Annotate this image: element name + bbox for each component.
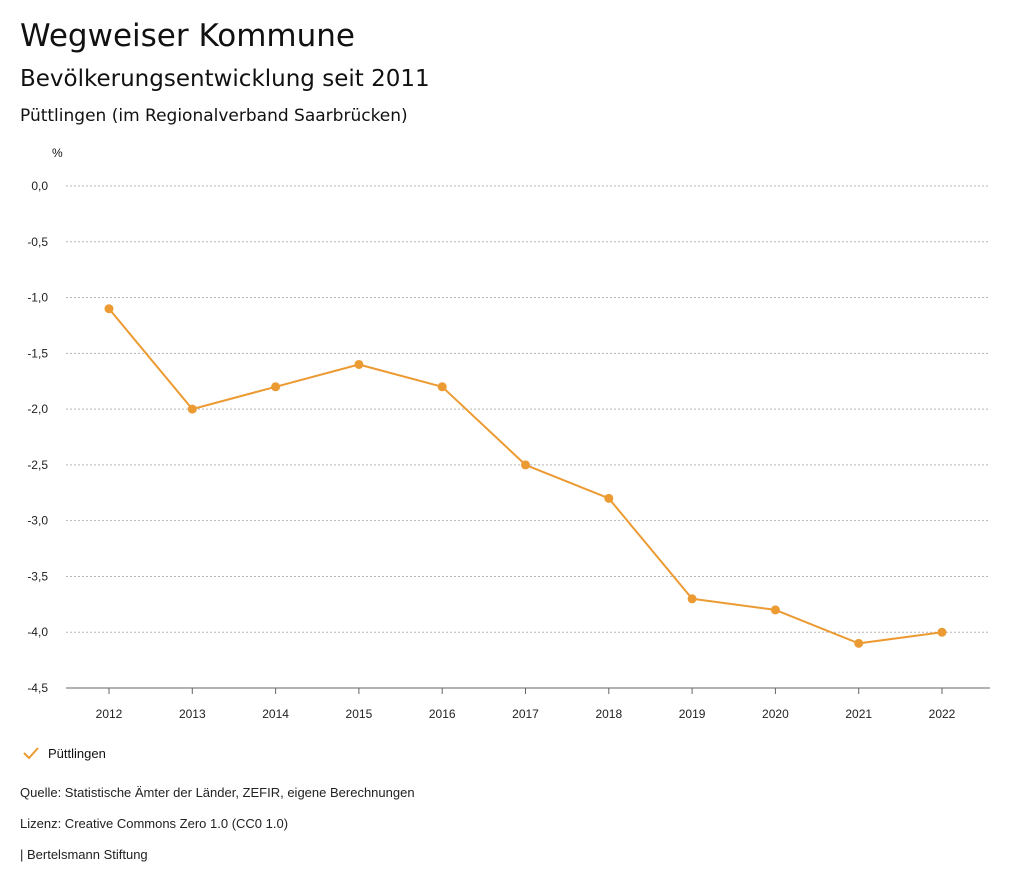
data-point <box>437 382 447 392</box>
data-point <box>354 359 364 369</box>
source-note: Quelle: Statistische Ämter der Länder, Z… <box>20 785 415 800</box>
checkmark-icon <box>23 747 39 760</box>
series-line <box>108 308 943 645</box>
x-tick-label: 2021 <box>845 707 872 721</box>
y-tick-label: -1,5 <box>27 346 48 360</box>
legend-label: Püttlingen <box>48 745 106 761</box>
y-tick-label: -0,5 <box>27 235 48 249</box>
data-point <box>687 594 697 604</box>
page-title: Wegweiser Kommune <box>20 18 355 54</box>
y-tick-label: -3,5 <box>27 569 48 583</box>
x-tick-label: 2012 <box>96 707 123 721</box>
x-tick-label: 2020 <box>762 707 789 721</box>
y-axis-ticks: 0,0 -0,5 -1,0 -1,5 -2,0 -2,5 -3,0 -3,5 -4,0 -4,5 <box>27 179 48 695</box>
y-tick-label: -3,0 <box>27 514 48 528</box>
y-tick-label: 0,0 <box>31 179 48 193</box>
data-point <box>104 304 114 314</box>
series-puettlingen <box>104 304 947 648</box>
data-point <box>271 382 281 392</box>
y-tick-label: -4,5 <box>27 681 48 695</box>
data-point <box>604 493 614 503</box>
x-tick-label: 2017 <box>512 707 539 721</box>
x-tick-label: 2016 <box>429 707 456 721</box>
x-tick-label: 2014 <box>262 707 289 721</box>
x-tick-label: 2013 <box>179 707 206 721</box>
data-point <box>187 404 197 414</box>
x-tick-label: 2018 <box>595 707 622 721</box>
y-tick-label: -1,0 <box>27 291 48 305</box>
data-point <box>770 605 780 615</box>
legend-item-puettlingen[interactable]: Püttlingen <box>20 744 106 762</box>
license-note: Lizenz: Creative Commons Zero 1.0 (CC0 1… <box>20 816 289 831</box>
x-axis-ticks: 2012 2013 2014 2015 2016 2017 2018 2019 2020 2021… <box>96 688 956 721</box>
publisher-note: | Bertelsmann Stiftung <box>20 847 148 862</box>
y-tick-label: -2,0 <box>27 402 48 416</box>
chart-subtitle: Bevölkerungsentwicklung seit 2011 <box>20 66 430 92</box>
data-point <box>521 460 530 470</box>
x-tick-label: 2015 <box>346 707 373 721</box>
region-label: Püttlingen (im Regionalverband Saarbrück… <box>20 106 408 126</box>
y-tick-label: -4,0 <box>27 625 48 639</box>
grid-lines <box>66 185 990 633</box>
line-chart: 0,0-0,5-1,0-1,5-2,0-2,5-3,0-3,5-4,0-4,5 … <box>27 179 990 721</box>
x-tick-label: 2022 <box>929 707 956 721</box>
data-point <box>937 627 947 637</box>
data-point <box>854 638 864 648</box>
y-tick-label: -2,5 <box>27 458 48 472</box>
y-axis-unit-label: % <box>52 146 63 160</box>
x-tick-label: 2019 <box>679 707 706 721</box>
